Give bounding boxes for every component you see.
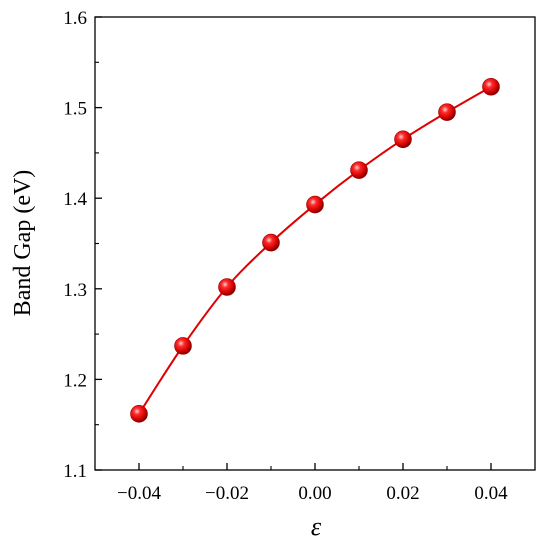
data-point (394, 130, 412, 149)
x-tick-label: −0.04 (117, 483, 161, 504)
data-point (482, 77, 500, 96)
data-point (262, 233, 280, 252)
series-line (138, 85, 492, 415)
data-point (218, 278, 236, 296)
data-point (130, 405, 148, 423)
plot-frame (94, 16, 536, 471)
data-point (350, 161, 368, 179)
data-point (306, 195, 324, 214)
data-point (438, 103, 456, 121)
x-tick-label: −0.02 (205, 483, 249, 504)
y-tick-label: 1.3 (63, 280, 87, 301)
y-tick-label: 1.1 (63, 461, 87, 482)
x-axis: −0.04 −0.02 0.00 0.02 0.04 (117, 463, 508, 504)
y-tick-label: 1.2 (63, 370, 87, 391)
y-axis: 1.1 1.2 1.3 1.4 1.5 1.6 (63, 8, 102, 482)
y-tick-label: 1.4 (63, 189, 87, 210)
x-axis-label: ε (311, 512, 322, 541)
y-tick-label: 1.5 (63, 99, 87, 120)
series-markers (130, 77, 500, 423)
y-axis-label: Band Gap (eV) (10, 170, 36, 317)
y-tick-label: 1.6 (63, 8, 87, 29)
x-tick-label: 0.00 (298, 483, 331, 504)
x-tick-label: 0.04 (474, 483, 508, 504)
x-tick-label: 0.02 (386, 483, 419, 504)
data-point (174, 337, 192, 355)
